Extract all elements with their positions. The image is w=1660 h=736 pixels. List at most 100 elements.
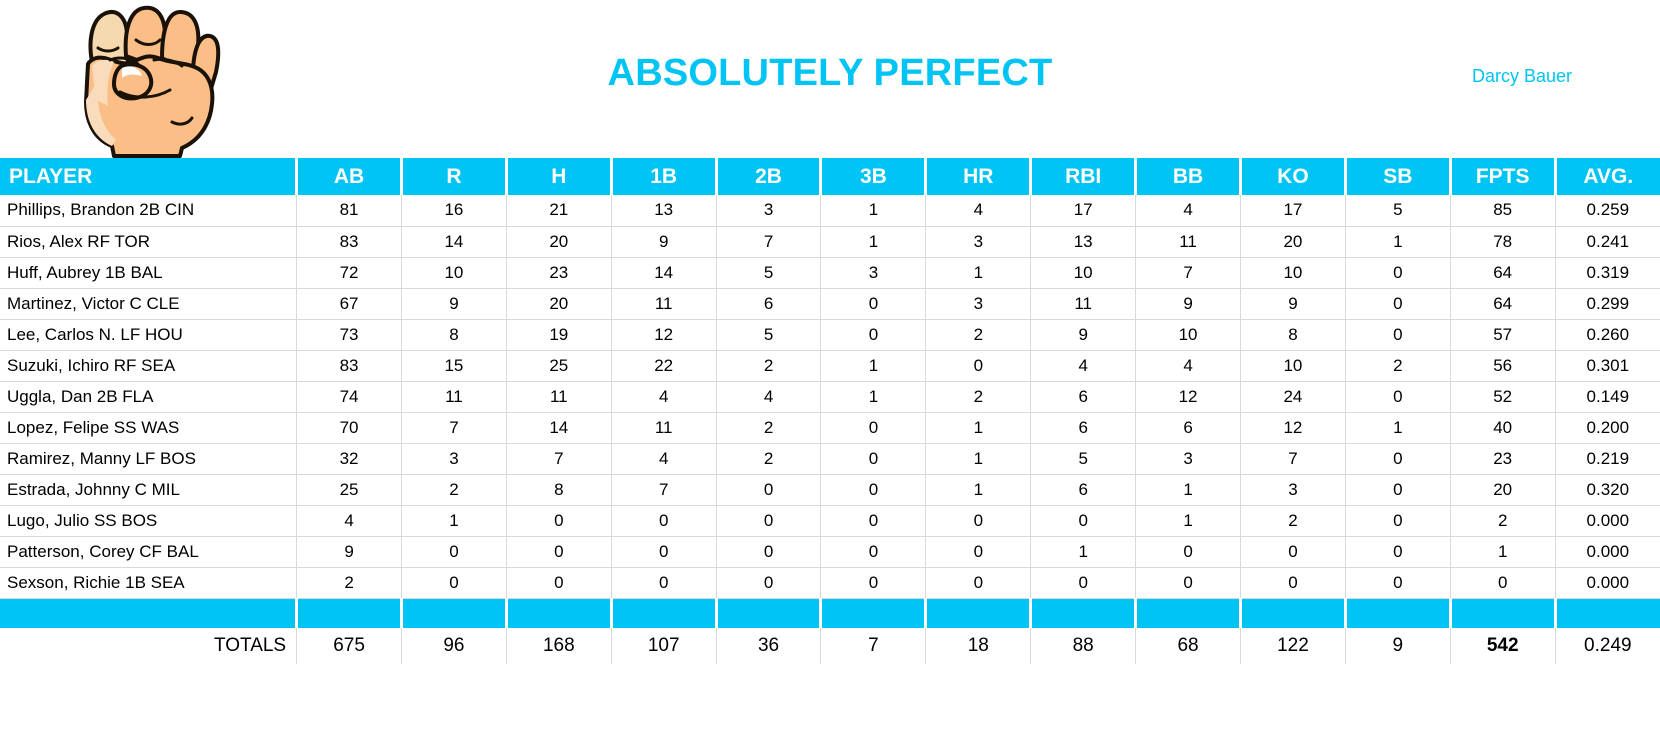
table-header-row: PLAYER AB R H 1B 2B 3B HR RBI BB KO SB F… <box>0 158 1660 195</box>
cell-ab: 81 <box>296 195 402 227</box>
column-header-r[interactable]: R <box>401 158 508 195</box>
column-header-fpts[interactable]: FPTS <box>1450 158 1557 195</box>
cell-fpts: 40 <box>1450 412 1556 444</box>
cell-avg: 0.000 <box>1555 505 1660 537</box>
cell-ab: 25 <box>296 474 402 506</box>
cell-r: 7 <box>401 412 507 444</box>
cell-3b: 3 <box>820 257 927 289</box>
cell-rbi: 4 <box>1030 350 1137 382</box>
spacer-cell <box>611 598 718 628</box>
table-row[interactable]: Estrada, Johnny C MIL 25 2 8 7 0 0 1 6 1… <box>0 474 1660 506</box>
table-row[interactable]: Huff, Aubrey 1B BAL 72 10 23 14 5 3 1 10… <box>0 257 1660 289</box>
table-row[interactable]: Patterson, Corey CF BAL 9 0 0 0 0 0 0 1 … <box>0 536 1660 568</box>
cell-1b: 0 <box>611 567 717 599</box>
cell-bb: 1 <box>1135 505 1241 537</box>
cell-ko: 17 <box>1240 195 1346 227</box>
cell-h: 14 <box>506 412 612 444</box>
cell-ko: 3 <box>1240 474 1346 506</box>
cell-2b: 5 <box>716 319 822 351</box>
table-row[interactable]: Phillips, Brandon 2B CIN 81 16 21 13 3 1… <box>0 195 1660 227</box>
column-header-1b[interactable]: 1B <box>611 158 718 195</box>
player-stats-table: PLAYER AB R H 1B 2B 3B HR RBI BB KO SB F… <box>0 158 1660 664</box>
column-header-player[interactable]: PLAYER <box>0 158 299 195</box>
cell-bb: 3 <box>1135 443 1241 475</box>
cell-r: 1 <box>401 505 507 537</box>
column-header-bb[interactable]: BB <box>1135 158 1242 195</box>
spacer-cell <box>1450 598 1557 628</box>
cell-rbi: 13 <box>1030 226 1137 258</box>
cell-ab: 73 <box>296 319 402 351</box>
column-header-ko[interactable]: KO <box>1240 158 1347 195</box>
cell-3b: 0 <box>820 474 927 506</box>
cell-3b: 0 <box>820 443 927 475</box>
spacer-cell <box>925 598 1033 628</box>
totals-hr: 18 <box>925 628 1032 664</box>
cell-3b: 1 <box>820 226 927 258</box>
cell-fpts: 57 <box>1450 319 1556 351</box>
cell-avg: 0.299 <box>1555 288 1660 320</box>
cell-avg: 0.241 <box>1555 226 1660 258</box>
cell-2b: 0 <box>716 536 822 568</box>
cell-avg: 0.260 <box>1555 319 1660 351</box>
column-header-rbi[interactable]: RBI <box>1030 158 1138 195</box>
cell-rbi: 0 <box>1030 505 1137 537</box>
cell-hr: 4 <box>925 195 1032 227</box>
player-name: Huff, Aubrey 1B BAL <box>0 257 298 289</box>
cell-avg: 0.301 <box>1555 350 1660 382</box>
cell-bb: 11 <box>1135 226 1241 258</box>
cell-hr: 0 <box>925 567 1032 599</box>
cell-2b: 0 <box>716 567 822 599</box>
table-row[interactable]: Martinez, Victor C CLE 67 9 20 11 6 0 3 … <box>0 288 1660 320</box>
cell-hr: 0 <box>925 505 1032 537</box>
column-header-h[interactable]: H <box>506 158 613 195</box>
cell-3b: 1 <box>820 381 927 413</box>
player-name: Martinez, Victor C CLE <box>0 288 298 320</box>
column-header-2b[interactable]: 2B <box>716 158 823 195</box>
table-row[interactable]: Lopez, Felipe SS WAS 70 7 14 11 2 0 1 6 … <box>0 412 1660 444</box>
player-name: Estrada, Johnny C MIL <box>0 474 298 506</box>
cell-avg: 0.200 <box>1555 412 1660 444</box>
column-header-hr[interactable]: HR <box>925 158 1033 195</box>
player-name: Lopez, Felipe SS WAS <box>0 412 298 444</box>
cell-bb: 1 <box>1135 474 1241 506</box>
cell-avg: 0.149 <box>1555 381 1660 413</box>
table-row[interactable]: Sexson, Richie 1B SEA 2 0 0 0 0 0 0 0 0 … <box>0 567 1660 599</box>
player-name: Sexson, Richie 1B SEA <box>0 567 298 599</box>
cell-fpts: 2 <box>1450 505 1556 537</box>
cell-1b: 4 <box>611 443 717 475</box>
column-header-ab[interactable]: AB <box>296 158 403 195</box>
cell-hr: 3 <box>925 288 1032 320</box>
cell-2b: 3 <box>716 195 822 227</box>
cell-ko: 7 <box>1240 443 1346 475</box>
cell-ab: 83 <box>296 226 402 258</box>
column-header-sb[interactable]: SB <box>1345 158 1452 195</box>
table-row[interactable]: Ramirez, Manny LF BOS 32 3 7 4 2 0 1 5 3… <box>0 443 1660 475</box>
cell-rbi: 17 <box>1030 195 1137 227</box>
spacer-cell <box>1135 598 1242 628</box>
column-header-avg[interactable]: AVG. <box>1555 158 1660 195</box>
cell-avg: 0.320 <box>1555 474 1660 506</box>
cell-3b: 1 <box>820 350 927 382</box>
cell-r: 15 <box>401 350 507 382</box>
cell-ab: 32 <box>296 443 402 475</box>
cell-rbi: 0 <box>1030 567 1137 599</box>
cell-1b: 4 <box>611 381 717 413</box>
cell-hr: 3 <box>925 226 1032 258</box>
cell-fpts: 20 <box>1450 474 1556 506</box>
table-row[interactable]: Uggla, Dan 2B FLA 74 11 11 4 4 1 2 6 12 … <box>0 381 1660 413</box>
column-header-3b[interactable]: 3B <box>820 158 928 195</box>
cell-h: 25 <box>506 350 612 382</box>
cell-fpts: 85 <box>1450 195 1556 227</box>
table-row[interactable]: Lee, Carlos N. LF HOU 73 8 19 12 5 0 2 9… <box>0 319 1660 351</box>
cell-2b: 2 <box>716 350 822 382</box>
cell-3b: 0 <box>820 505 927 537</box>
cell-sb: 0 <box>1345 567 1451 599</box>
cell-h: 0 <box>506 567 612 599</box>
table-row[interactable]: Suzuki, Ichiro RF SEA 83 15 25 22 2 1 0 … <box>0 350 1660 382</box>
spacer-cell <box>716 598 823 628</box>
table-row[interactable]: Rios, Alex RF TOR 83 14 20 9 7 1 3 13 11… <box>0 226 1660 258</box>
cell-ab: 9 <box>296 536 402 568</box>
cell-h: 19 <box>506 319 612 351</box>
table-row[interactable]: Lugo, Julio SS BOS 4 1 0 0 0 0 0 0 1 2 0… <box>0 505 1660 537</box>
totals-row: TOTALS 675 96 168 107 36 7 18 88 68 122 … <box>0 628 1660 664</box>
